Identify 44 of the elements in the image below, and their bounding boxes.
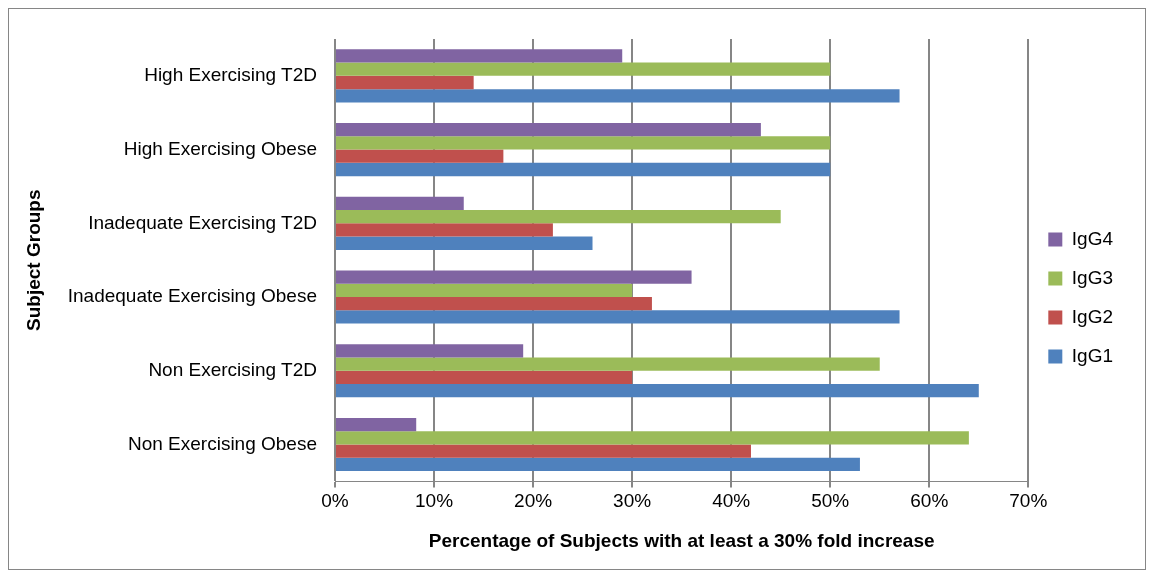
y-tick-label: Inadequate Exercising Obese [67, 285, 317, 307]
bar [336, 89, 900, 103]
y-axis-title: Subject Groups [22, 189, 44, 331]
legend-label: IgG2 [1071, 305, 1114, 327]
bar [336, 344, 524, 358]
bar [336, 236, 593, 250]
y-tick-label: Inadequate Exercising T2D [88, 211, 317, 233]
x-tick-label: 50% [811, 490, 850, 512]
x-axis-title: Percentage of Subjects with at least a 30% fold increase [428, 529, 935, 551]
bar [336, 49, 623, 63]
bar [336, 384, 979, 398]
bar [336, 136, 831, 150]
y-tick-label: Non Exercising Obese [127, 432, 317, 454]
x-tick-label: 20% [514, 490, 553, 512]
bar [336, 123, 761, 137]
bar [336, 149, 504, 163]
bar [336, 310, 900, 324]
x-tick-label: 60% [910, 490, 949, 512]
bar [336, 417, 417, 432]
x-tick-label: 30% [613, 490, 652, 512]
bar [336, 223, 553, 237]
legend-label: IgG4 [1071, 227, 1114, 249]
legend-label: IgG1 [1071, 344, 1114, 366]
legend-label: IgG3 [1071, 266, 1114, 288]
bar [336, 62, 831, 76]
bar [336, 431, 969, 445]
x-tick-label: 10% [415, 490, 454, 512]
y-tick-label: High Exercising Obese [123, 137, 317, 159]
x-tick-label: 0% [321, 490, 349, 512]
bar [336, 75, 474, 90]
bar [336, 283, 633, 298]
x-tick-label: 70% [1009, 490, 1048, 512]
bar [336, 162, 831, 177]
bar [336, 196, 464, 211]
x-tick-label: 40% [712, 490, 751, 512]
bar [336, 210, 781, 224]
bar [336, 270, 692, 284]
bar [336, 457, 860, 472]
bar [336, 444, 751, 458]
bar [336, 357, 880, 371]
y-tick-label: High Exercising T2D [144, 64, 317, 86]
bar [336, 297, 652, 311]
bar [336, 370, 633, 385]
y-tick-label: Non Exercising T2D [148, 359, 317, 381]
